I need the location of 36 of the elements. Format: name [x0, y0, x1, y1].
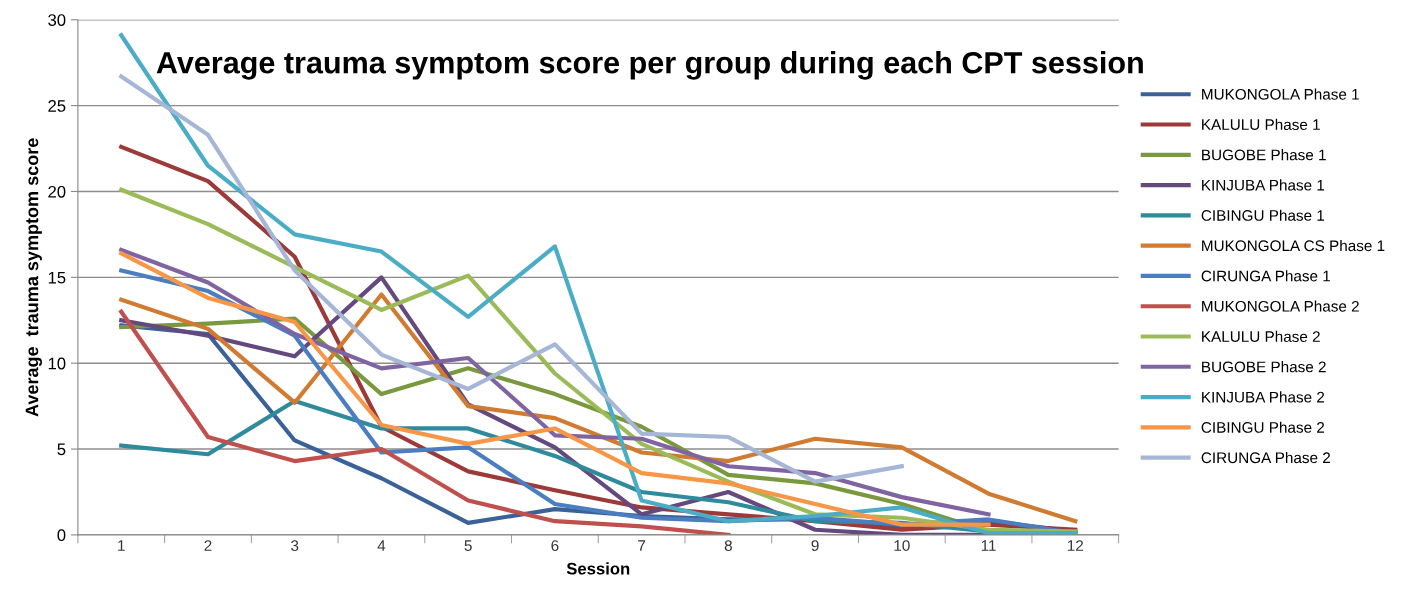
x-tick-label: 3: [291, 540, 299, 551]
x-axis-title: Session: [566, 562, 630, 575]
legend-label: MUKONGOLA CS Phase 1: [1202, 239, 1385, 252]
legend-label: KALULU Phase 1: [1202, 118, 1320, 131]
x-tick-label: 10: [894, 540, 910, 551]
y-tick-label: 0: [57, 529, 66, 542]
y-tick-label: 30: [48, 14, 66, 26]
legend-label: KALULU Phase 2: [1202, 330, 1320, 342]
legend-label: MUKONGOLA Phase 1: [1202, 88, 1359, 100]
y-tick-label: 5: [57, 443, 66, 456]
x-tick-label: 6: [551, 540, 559, 551]
x-tick-label: 5: [464, 540, 472, 551]
x-tick-label: 4: [377, 540, 386, 551]
x-tick-label: 8: [724, 540, 732, 551]
legend-label: KINJUBA Phase 1: [1202, 179, 1325, 191]
legend-label: CIBINGU Phase 1: [1201, 209, 1325, 221]
legend-label: BUGOBE Phase 2: [1202, 361, 1326, 373]
legend-label: CIRUNGA Phase 1: [1201, 270, 1331, 282]
legend-label: CIRUNGA Phase 2: [1201, 451, 1330, 464]
legend-label: MUKONGOLA Phase 2: [1202, 300, 1359, 312]
y-tick-label: 10: [48, 357, 66, 370]
legend-label: BUGOBE Phase 1: [1202, 149, 1326, 161]
y-tick-label: 15: [48, 271, 66, 284]
y-tick-label: 25: [48, 100, 66, 112]
x-tick-label: 2: [204, 540, 212, 551]
y-tick-label: 20: [48, 185, 66, 198]
legend-label: CIBINGU Phase 2: [1201, 421, 1325, 433]
legend-label: KINJUBA Phase 2: [1202, 391, 1325, 403]
x-tick-label: 1: [118, 540, 125, 551]
x-tick-label: 7: [638, 540, 646, 551]
x-tick-label: 9: [811, 540, 819, 551]
line-series: [119, 309, 731, 535]
x-tick-label: 11: [981, 540, 996, 551]
x-tick-label: 12: [1067, 540, 1084, 551]
y-axis-title: Average trauma symptom score: [25, 138, 42, 417]
text: Average trauma symptom score per group during each CPT session: [156, 51, 1143, 80]
